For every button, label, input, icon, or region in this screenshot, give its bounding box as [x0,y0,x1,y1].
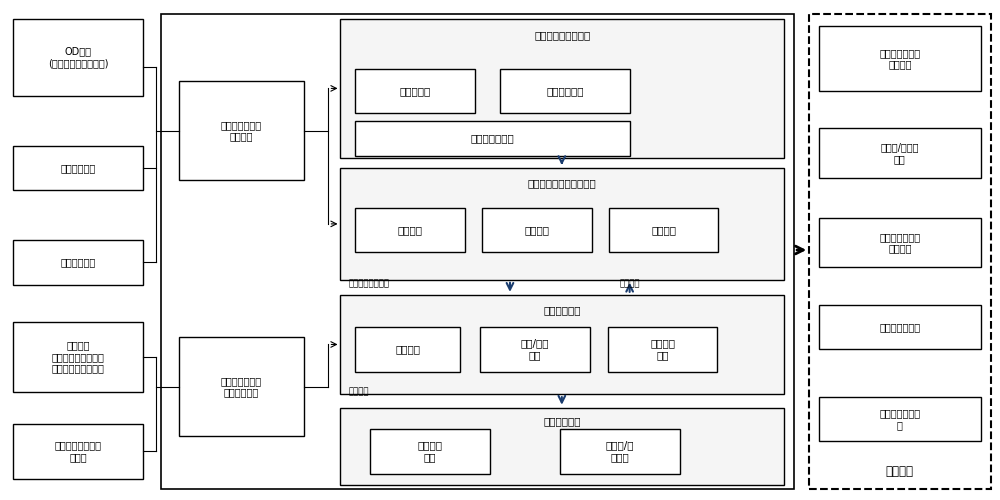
Text: 综合出行需求估
计与预测: 综合出行需求估 计与预测 [221,120,262,142]
Bar [13,424,143,478]
Bar [340,294,784,394]
Text: 动态最短路径: 动态最短路径 [544,304,581,314]
Text: 显示界面: 显示界面 [886,464,914,477]
Text: 分区提取与分析: 分区提取与分析 [879,322,920,332]
Text: 智能体行程方案: 智能体行程方案 [471,133,514,143]
Bar [355,68,475,114]
Text: 动态路段和网络
旅行时间: 动态路段和网络 旅行时间 [879,48,920,70]
Text: 车辆运行轨迹动
画: 车辆运行轨迹动 画 [879,408,920,430]
Bar [819,128,981,178]
Bar [13,19,143,96]
Text: 出行模式选择: 出行模式选择 [546,86,584,96]
Text: 路径选择: 路径选择 [620,280,640,288]
Text: 并行计算: 并行计算 [651,225,676,235]
Text: 疏散/换乘
模型: 疏散/换乘 模型 [521,338,549,360]
Text: 基于路径的旅行
时间分析: 基于路径的旅行 时间分析 [879,232,920,254]
Bar [608,327,717,372]
Bar [482,208,592,252]
Bar [809,14,991,488]
Text: 网络数据
（路段、道路图层数
据、铁路线路数据）: 网络数据 （路段、道路图层数 据、铁路线路数据） [52,340,105,374]
Bar [819,218,981,268]
Text: 最短路径
计算: 最短路径 计算 [650,338,675,360]
Text: 基于并行计算交通流模拟: 基于并行计算交通流模拟 [528,178,597,188]
Text: 运行参数: 运行参数 [348,387,369,396]
Bar [819,396,981,442]
Text: 突发事件数据: 突发事件数据 [61,258,96,268]
Text: 网络运行数据: 网络运行数据 [61,163,96,173]
Text: 用户决策: 用户决策 [395,344,420,354]
Bar [340,168,784,280]
Bar [560,429,680,474]
Bar [161,14,794,488]
Bar [819,304,981,350]
Bar [355,120,630,156]
Text: 多模式动态交通配流: 多模式动态交通配流 [534,30,590,40]
Bar [13,322,143,392]
Text: 网络节点、路段
动态功能属性: 网络节点、路段 动态功能属性 [221,376,262,398]
Bar [819,26,981,91]
Bar [340,408,784,484]
Bar [500,68,630,114]
Bar [13,146,143,190]
Text: 路段传输: 路段传输 [398,225,423,235]
Bar [13,240,143,285]
Bar [340,19,784,158]
Text: OD需求
(实时数据、历史数据): OD需求 (实时数据、历史数据) [48,46,108,68]
Text: 网络运行
评估: 网络运行 评估 [418,440,443,462]
Text: 路径集生成: 路径集生成 [400,86,431,96]
Bar [609,208,718,252]
Text: 节点转移: 节点转移 [524,225,549,235]
Bar [480,327,590,372]
Text: 仿真运行评估: 仿真运行评估 [544,416,581,426]
Bar [355,208,465,252]
Text: 可靠性/能
耗评估: 可靠性/能 耗评估 [605,440,634,462]
Text: 可靠性/排放量
措施: 可靠性/排放量 措施 [881,142,919,164]
Bar [179,81,304,180]
Bar [179,337,304,436]
Text: 道路管控及信息发
布方案: 道路管控及信息发 布方案 [55,440,102,462]
Bar [370,429,490,474]
Text: 动态路段旅行时间: 动态路段旅行时间 [348,280,389,288]
Bar [355,327,460,372]
